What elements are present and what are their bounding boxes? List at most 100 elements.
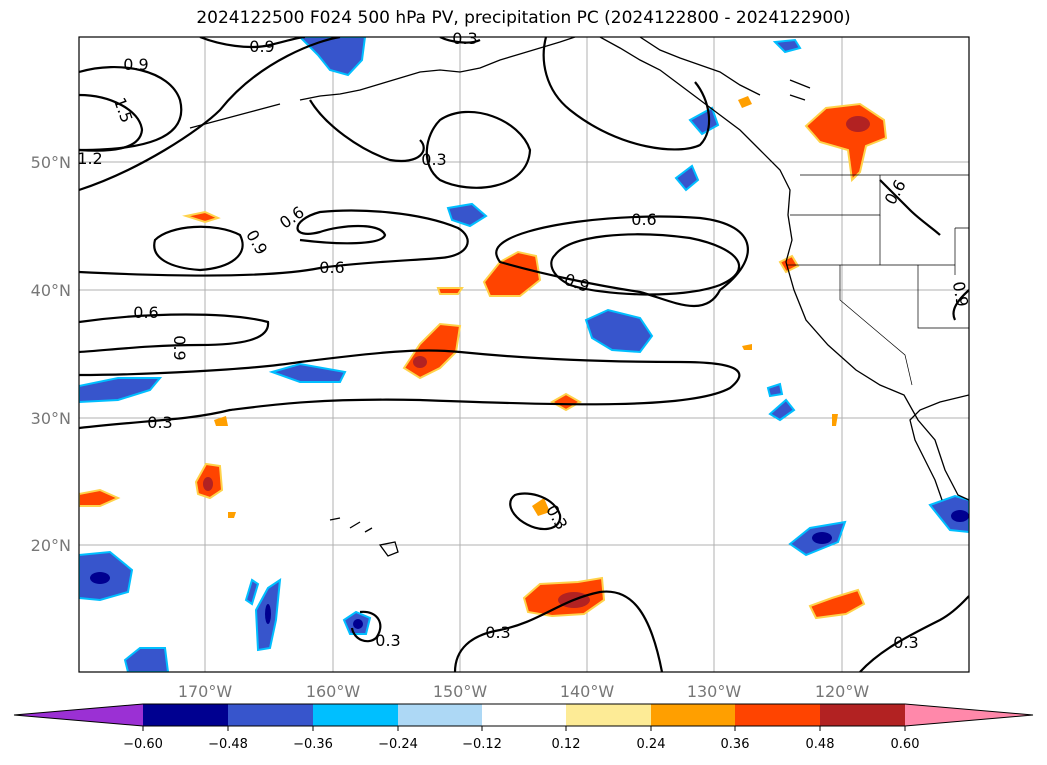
precip-blob <box>79 377 163 404</box>
pv-contour <box>199 37 306 49</box>
precip-blob <box>182 210 221 224</box>
precip-blob <box>928 494 969 534</box>
colorbar-extend-high <box>905 704 1033 726</box>
pv-contour <box>859 595 969 672</box>
precip-blob <box>772 38 802 54</box>
contour-label: 0.9 <box>123 55 148 74</box>
precip-blob <box>79 488 121 507</box>
state-borders <box>786 174 969 386</box>
colorbar-tick-label: 0.24 <box>637 737 666 752</box>
contour-label: 0.3 <box>375 631 400 650</box>
pv-contour <box>79 349 741 430</box>
contour-label: 0.3 <box>893 633 918 652</box>
colorbar-tick-label: 0.36 <box>721 737 750 752</box>
precip-blob <box>123 647 170 672</box>
colorbar-tick-label: 0.60 <box>891 737 920 752</box>
map-title: 2024122500 F024 500 hPa PV, precipitatio… <box>196 8 851 28</box>
precip-blob <box>244 578 260 606</box>
precip-blob <box>228 512 236 518</box>
precip-blob <box>532 498 550 516</box>
lat-label: 50°N <box>31 153 71 172</box>
pv-contour <box>952 289 969 321</box>
lon-label: 140°W <box>560 682 615 701</box>
colorbar-segment <box>143 704 228 726</box>
lon-label: 160°W <box>306 682 361 701</box>
colorbar-tick-label: 0.12 <box>552 737 581 752</box>
pv-contour <box>453 590 664 672</box>
colorbar-segment <box>735 704 820 726</box>
precip-blob <box>446 202 488 228</box>
precip-blob <box>482 250 542 297</box>
colorbar-segment <box>651 704 735 726</box>
pv-contour <box>439 37 481 44</box>
lat-label: 20°N <box>31 536 71 555</box>
map-plot-area: 0.9 1.5 1.2 0.3 0.3 0.9 0.9 0.6 0.6 0.9 … <box>77 29 972 673</box>
colorbar: −0.60 −0.48 −0.36 −0.24 −0.12 0.12 0.24 0.36 0.4… <box>13 703 1034 752</box>
precip-blob <box>549 392 583 412</box>
colorbar-tick-label: −0.36 <box>293 737 333 752</box>
precip-blob <box>768 398 796 422</box>
colorbar-segment <box>228 704 313 726</box>
pv-contour <box>542 37 711 151</box>
precip-blob <box>738 96 752 108</box>
precip-blob <box>778 254 800 274</box>
precip-blob <box>436 287 464 295</box>
colorbar-tick-label: 0.48 <box>806 737 835 752</box>
pv-contour <box>79 37 341 192</box>
contour-label: 0.9 <box>949 280 972 308</box>
precip-blob <box>766 382 784 398</box>
contour-label: 0.3 <box>421 150 446 169</box>
colorbar-segment <box>820 704 905 726</box>
precip-blob <box>808 588 866 620</box>
precip-negative-areas <box>79 37 969 672</box>
contour-label: 0.6 <box>133 303 158 322</box>
colorbar-tick-label: −0.48 <box>208 737 248 752</box>
colorbar-tick-label: −0.12 <box>462 737 502 752</box>
pv-contour <box>309 99 425 163</box>
lon-label: 120°W <box>815 682 870 701</box>
pv-contour <box>153 225 244 272</box>
pv-contours <box>79 37 969 672</box>
contour-label: 0.6 <box>631 210 656 229</box>
precip-blob <box>832 414 838 426</box>
contour-label: 0.9 <box>170 335 189 360</box>
coastlines <box>189 37 969 557</box>
pv-contour <box>79 93 144 152</box>
precip-blob <box>742 344 752 350</box>
pv-contour <box>495 215 749 307</box>
pv-contour <box>425 110 532 189</box>
pv-contour <box>79 209 469 277</box>
precip-blob <box>214 416 228 426</box>
contour-label: 0.3 <box>485 623 510 642</box>
colorbar-segment <box>482 704 566 726</box>
contour-label: 0.3 <box>452 29 477 48</box>
lon-label: 150°W <box>433 682 488 701</box>
pv-contour <box>879 179 941 236</box>
colorbar-extend-low <box>14 704 143 726</box>
latitude-labels: 50°N 40°N 30°N 20°N <box>31 153 71 555</box>
lat-label: 40°N <box>31 281 71 300</box>
pv-contour <box>350 610 382 643</box>
contour-label: 0.9 <box>249 37 274 56</box>
lon-label: 130°W <box>687 682 742 701</box>
precip-blob <box>298 37 367 77</box>
lon-label: 170°W <box>178 682 233 701</box>
lat-label: 30°N <box>31 409 71 428</box>
longitude-labels: 170°W 160°W 150°W 140°W 130°W 120°W <box>178 682 870 701</box>
precip-blob <box>674 164 700 192</box>
colorbar-segment <box>566 704 651 726</box>
colorbar-tick-label: −0.24 <box>378 737 418 752</box>
contour-label: 0.3 <box>147 413 172 432</box>
pv-contour <box>79 313 270 354</box>
colorbar-segment <box>398 704 482 726</box>
precip-blob <box>688 106 720 136</box>
pv-contour <box>509 492 562 531</box>
precip-blob <box>268 362 347 383</box>
colorbar-tick-label: −0.60 <box>123 737 163 752</box>
contour-label: 0.6 <box>319 258 344 277</box>
colorbar-segment <box>313 704 398 726</box>
contour-label: 1.2 <box>77 149 102 168</box>
precip-blob <box>584 308 654 354</box>
pv-contour <box>550 233 741 296</box>
